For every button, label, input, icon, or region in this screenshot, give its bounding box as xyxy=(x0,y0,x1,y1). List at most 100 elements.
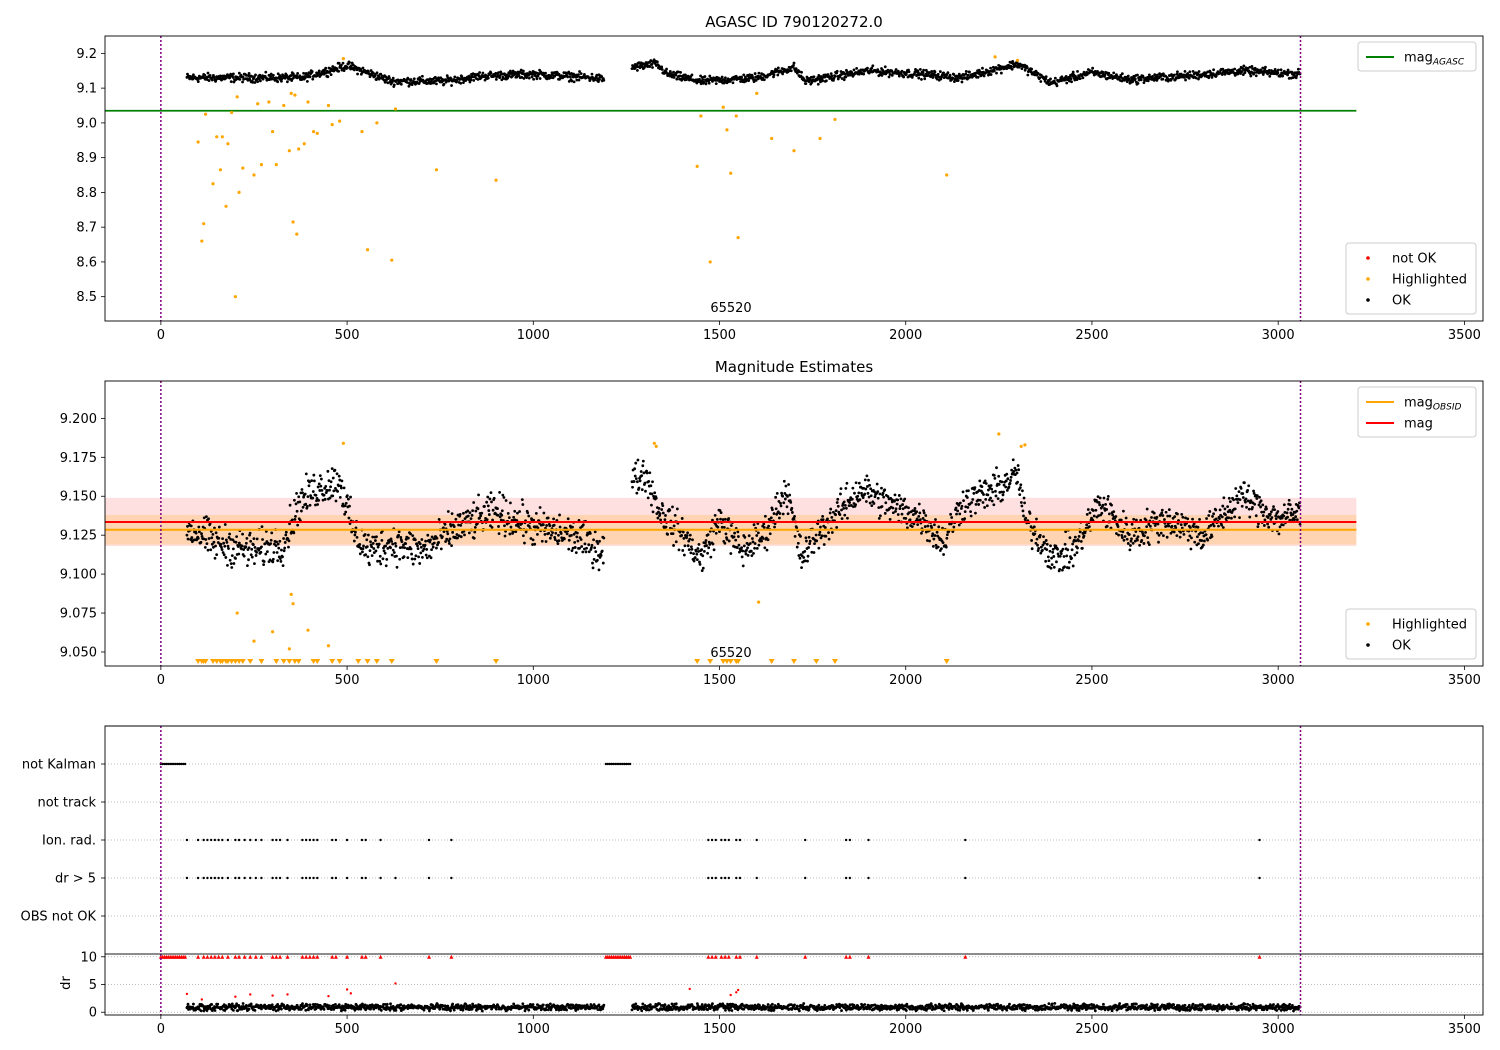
ok-point xyxy=(390,553,394,557)
ok-point xyxy=(1138,543,1142,547)
ok-point xyxy=(1173,515,1177,519)
ok-point xyxy=(1123,535,1127,538)
ok-point xyxy=(922,511,926,515)
ok-point xyxy=(666,532,670,536)
clipped-low-marker xyxy=(943,659,950,664)
ok-point xyxy=(492,496,496,500)
ok-point xyxy=(688,537,692,541)
ok-point xyxy=(364,553,368,557)
ok-point xyxy=(486,495,490,499)
ok-point xyxy=(577,73,580,77)
ok-point xyxy=(1292,73,1296,77)
ok-point xyxy=(1222,496,1226,500)
ok-point xyxy=(317,482,321,486)
ok-point xyxy=(559,532,563,535)
ok-point xyxy=(253,562,256,566)
ok-point xyxy=(880,505,884,508)
ok-point xyxy=(678,74,682,78)
ok-point xyxy=(1157,533,1161,537)
ok-point xyxy=(226,544,230,548)
ok-point xyxy=(701,566,705,570)
ok-point xyxy=(660,68,664,71)
ok-point xyxy=(674,540,678,544)
ok-point xyxy=(379,1008,383,1012)
ok-point xyxy=(1153,524,1157,527)
legend-box xyxy=(1357,386,1477,438)
ok-point xyxy=(312,479,316,483)
ok-point xyxy=(1119,518,1123,522)
ok-point xyxy=(462,511,465,515)
ok-point xyxy=(1014,468,1018,472)
ok-point xyxy=(925,539,929,542)
ok-point xyxy=(1235,494,1239,498)
ok-point xyxy=(289,74,293,77)
ok-point xyxy=(1132,534,1136,537)
ok-point xyxy=(217,536,221,540)
ok-point xyxy=(334,486,337,490)
ok-point xyxy=(415,542,419,546)
ok-point xyxy=(387,540,391,544)
ok-point xyxy=(462,81,465,85)
ok-point xyxy=(741,549,745,553)
highlighted-point xyxy=(270,129,275,134)
ok-point xyxy=(294,515,297,518)
ok-point xyxy=(844,506,848,510)
flag-point xyxy=(612,762,615,766)
ok-point xyxy=(1126,542,1130,545)
ok-point xyxy=(448,537,452,541)
ok-point xyxy=(1179,523,1183,527)
ok-point xyxy=(711,542,715,546)
obsid-annotation: 65520 xyxy=(710,646,751,661)
ok-point xyxy=(288,522,291,526)
ok-point xyxy=(566,75,570,79)
ok-point xyxy=(580,545,584,548)
ok-point xyxy=(337,484,341,488)
ok-point xyxy=(247,71,251,75)
ok-point xyxy=(1241,73,1245,76)
ok-point xyxy=(315,499,318,503)
ok-point xyxy=(426,533,430,537)
y-tick-label: 9.2 xyxy=(76,47,97,62)
ok-point xyxy=(987,488,990,492)
ok-point xyxy=(867,478,870,482)
ok-point xyxy=(1082,534,1086,538)
ok-point xyxy=(786,512,790,516)
ok-point xyxy=(862,486,866,490)
ok-point xyxy=(305,79,309,83)
ok-point xyxy=(1067,566,1071,570)
flag-point xyxy=(1258,876,1261,880)
ok-point xyxy=(819,536,823,540)
ok-point xyxy=(851,486,855,490)
ok-point xyxy=(392,551,396,554)
ok-point xyxy=(792,64,795,67)
ok-point xyxy=(391,76,395,80)
ok-point xyxy=(235,535,239,538)
ok-point xyxy=(362,544,365,548)
ok-point xyxy=(326,75,330,79)
highlighted-point xyxy=(792,149,796,153)
ok-point xyxy=(1286,515,1289,519)
ok-point xyxy=(883,488,887,492)
ok-point xyxy=(1079,539,1083,543)
ok-point xyxy=(741,564,745,568)
ok-point xyxy=(540,539,544,543)
ok-point xyxy=(767,524,771,528)
ok-point xyxy=(734,74,738,78)
ok-point xyxy=(880,73,884,77)
ok-point xyxy=(1240,70,1244,73)
ok-point xyxy=(1011,458,1015,462)
ok-point xyxy=(775,491,779,495)
legend-label: Highlighted xyxy=(1392,618,1467,633)
ok-point xyxy=(420,538,424,541)
ok-point xyxy=(779,504,783,508)
ok-point xyxy=(1188,534,1192,538)
ok-point xyxy=(685,534,689,537)
ok-point xyxy=(326,469,330,473)
ok-point xyxy=(525,76,529,80)
ok-point xyxy=(315,497,319,500)
ok-point xyxy=(907,70,911,74)
ok-point xyxy=(1244,497,1248,501)
ok-point xyxy=(1070,548,1074,552)
ok-point xyxy=(898,504,902,508)
ok-point xyxy=(229,80,233,84)
